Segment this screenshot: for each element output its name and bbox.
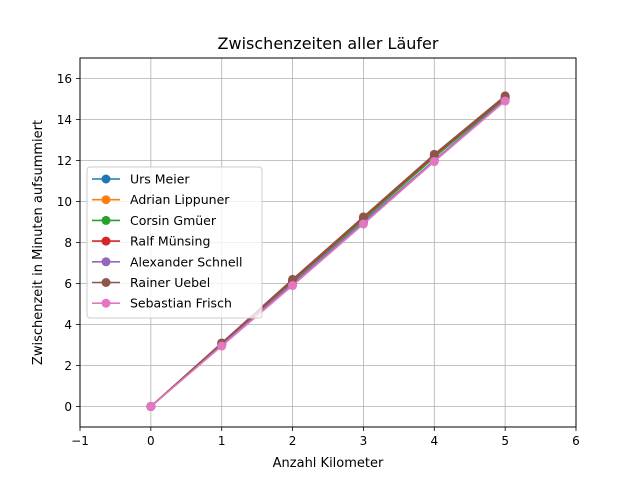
legend-entry: Ralf Münsing bbox=[92, 234, 210, 249]
data-point bbox=[288, 281, 298, 291]
legend-marker bbox=[101, 298, 111, 308]
y-tick-label: 6 bbox=[64, 277, 72, 291]
legend-label: Rainer Uebel bbox=[130, 275, 210, 290]
legend-marker bbox=[101, 174, 111, 184]
legend-marker bbox=[101, 195, 111, 205]
y-tick-label: 14 bbox=[57, 113, 72, 127]
y-axis-label: Zwischenzeit in Minuten aufsummiert bbox=[31, 120, 46, 365]
legend-box bbox=[86, 166, 263, 319]
series-6 bbox=[146, 96, 510, 411]
x-tick-label: 2 bbox=[289, 434, 297, 448]
x-tick-label: 0 bbox=[147, 434, 155, 448]
x-axis-label: Anzahl Kilometer bbox=[273, 456, 384, 471]
data-point bbox=[500, 96, 510, 106]
legend-entry: Adrian Lippuner bbox=[92, 192, 230, 207]
series-line bbox=[150, 95, 506, 408]
x-tick-label: 5 bbox=[501, 434, 509, 448]
data-point bbox=[217, 341, 227, 351]
x-tick-label: −1 bbox=[71, 434, 89, 448]
x-axis-ticks: −1 0 1 2 3 4 5 6 bbox=[71, 427, 580, 448]
legend-marker bbox=[101, 278, 111, 287]
y-tick-label: 10 bbox=[57, 195, 72, 209]
data-point bbox=[358, 212, 368, 222]
x-tick-label: 6 bbox=[572, 434, 580, 448]
legend: Urs Meier Adrian Lippuner Corsin Gmüer Ralf… bbox=[86, 166, 263, 319]
data-point bbox=[146, 402, 156, 411]
legend-label: Corsin Gmüer bbox=[130, 213, 217, 228]
y-tick-label: 12 bbox=[57, 154, 72, 168]
legend-marker bbox=[101, 257, 111, 267]
legend-label: Adrian Lippuner bbox=[130, 192, 230, 207]
x-tick-label: 3 bbox=[360, 434, 368, 448]
series-layer bbox=[146, 91, 510, 411]
x-tick-label: 1 bbox=[218, 434, 226, 448]
chart-title: Zwischenzeiten aller Läufer bbox=[218, 34, 439, 53]
legend-entry: Urs Meier bbox=[92, 172, 190, 187]
data-point bbox=[429, 157, 439, 167]
legend-label: Alexander Schnell bbox=[130, 254, 243, 269]
y-tick-label: 16 bbox=[57, 72, 72, 86]
data-point bbox=[288, 274, 298, 284]
legend-label: Ralf Münsing bbox=[130, 234, 210, 249]
data-point bbox=[429, 149, 439, 159]
legend-label: Urs Meier bbox=[130, 172, 190, 187]
data-point bbox=[358, 219, 368, 229]
legend-entry: Sebastian Frisch bbox=[92, 296, 232, 311]
y-tick-label: 0 bbox=[64, 400, 72, 414]
legend-marker bbox=[101, 215, 111, 225]
y-axis-ticks: 0 2 4 6 8 10 12 14 16 bbox=[57, 72, 80, 414]
legend-entry: Corsin Gmüer bbox=[92, 213, 217, 228]
y-tick-label: 8 bbox=[64, 236, 72, 250]
x-tick-label: 4 bbox=[430, 434, 438, 448]
legend-marker bbox=[101, 236, 111, 246]
series-line bbox=[150, 100, 506, 408]
legend-entry: Rainer Uebel bbox=[92, 275, 210, 290]
y-tick-label: 4 bbox=[64, 318, 72, 332]
legend-label: Sebastian Frisch bbox=[130, 296, 232, 311]
y-tick-label: 2 bbox=[64, 359, 72, 373]
legend-entry: Alexander Schnell bbox=[92, 254, 243, 269]
